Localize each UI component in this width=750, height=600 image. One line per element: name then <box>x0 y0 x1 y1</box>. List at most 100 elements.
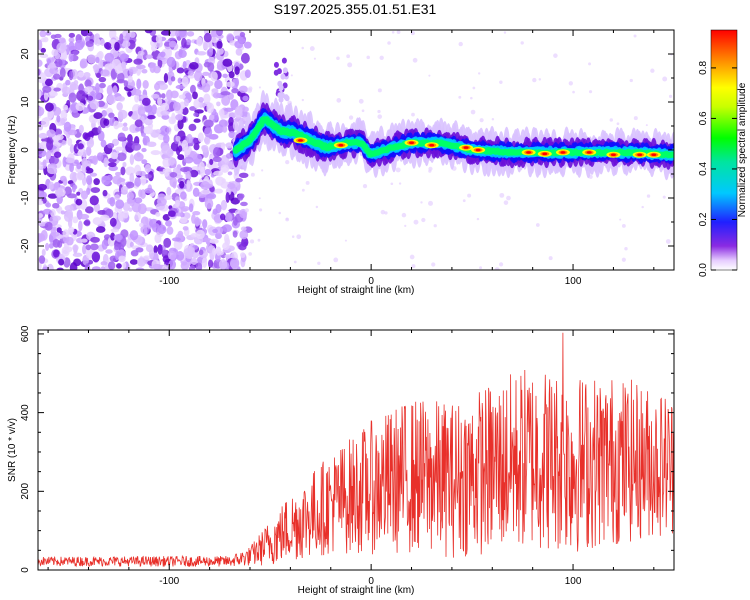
noise-blob <box>156 196 167 207</box>
noise-blob <box>164 171 170 177</box>
noise-blob <box>129 172 135 184</box>
noise-blob <box>165 89 173 101</box>
noise-blob <box>220 91 231 96</box>
noise-blob <box>69 262 78 270</box>
noise-blob <box>305 180 310 185</box>
noise-blob <box>201 82 211 93</box>
noise-blob <box>41 248 46 257</box>
noise-blob <box>183 156 194 164</box>
spectrogram-plot-area <box>38 30 674 270</box>
noise-blob <box>60 109 68 120</box>
noise-blob <box>222 224 233 233</box>
noise-blob <box>80 190 89 200</box>
noise-blob <box>135 126 141 132</box>
noise-blob <box>230 257 240 269</box>
noise-blob <box>239 31 246 38</box>
noise-blob <box>110 228 120 233</box>
noise-blob <box>215 203 222 214</box>
noise-blob <box>53 151 62 158</box>
spectral-blob <box>672 151 674 157</box>
noise-blob <box>45 102 54 112</box>
noise-blob <box>113 120 120 130</box>
noise-blob <box>232 120 238 131</box>
spectral-peak <box>297 139 303 142</box>
noise-blob <box>82 244 87 255</box>
noise-blob <box>361 109 365 113</box>
noise-blob <box>46 139 54 151</box>
noise-blob <box>175 251 185 261</box>
noise-blob <box>90 90 96 96</box>
noise-blob <box>165 220 173 227</box>
noise-blob <box>126 181 135 189</box>
noise-blob <box>129 199 135 207</box>
noise-blob <box>38 147 43 155</box>
noise-blob <box>119 53 129 62</box>
noise-blob <box>243 41 252 49</box>
colorbar-tick-label: 0.6 <box>698 111 709 125</box>
noise-blob <box>164 194 173 201</box>
noise-blob <box>100 214 110 221</box>
noise-blob <box>178 94 186 99</box>
noise-blob <box>44 78 53 87</box>
noise-blob <box>145 54 153 59</box>
noise-blob <box>141 97 151 106</box>
noise-blob <box>121 40 131 48</box>
noise-blob <box>225 81 235 88</box>
noise-blob <box>72 50 79 56</box>
noise-blob <box>458 95 462 99</box>
noise-blob <box>186 179 191 190</box>
noise-blob <box>228 116 234 126</box>
y-tick-label: 0 <box>20 147 31 153</box>
noise-blob <box>143 225 148 237</box>
noise-blob <box>222 73 228 79</box>
colorbar-label: Normalized spectral amplitude <box>737 82 748 217</box>
noise-blob <box>420 201 423 204</box>
spectral-blob <box>273 61 279 68</box>
noise-blob <box>404 224 407 227</box>
noise-blob <box>380 209 386 215</box>
noise-blob <box>190 257 198 266</box>
noise-blob <box>150 44 158 52</box>
noise-blob <box>93 33 98 45</box>
noise-blob <box>213 170 224 177</box>
noise-blob <box>235 177 243 183</box>
noise-blob <box>139 222 144 228</box>
noise-blob <box>239 85 248 94</box>
noise-blob <box>185 170 192 181</box>
noise-blob <box>45 150 52 160</box>
spectral-peak <box>637 153 643 157</box>
noise-blob <box>122 161 127 168</box>
spectrogram-xlabel: Height of straight line (km) <box>298 285 415 296</box>
noise-blob <box>109 196 116 207</box>
noise-blob <box>202 71 210 77</box>
spectral-blob <box>281 57 287 64</box>
noise-blob <box>67 129 78 136</box>
noise-blob <box>164 258 170 266</box>
noise-blob <box>117 109 128 120</box>
noise-blob <box>108 112 115 119</box>
colorbar-ticks: 0.0 0.2 0.4 0.6 0.8 <box>698 61 737 277</box>
noise-blob <box>114 194 120 201</box>
noise-blob <box>129 68 134 76</box>
x-tick-label: -100 <box>159 276 179 287</box>
noise-blob <box>84 86 94 93</box>
noise-blob <box>216 40 223 49</box>
noise-blob <box>147 114 156 120</box>
noise-blob <box>114 171 122 176</box>
noise-blob <box>87 95 94 101</box>
noise-blob <box>152 263 162 270</box>
noise-blob <box>59 67 66 79</box>
noise-blob <box>646 194 651 198</box>
noise-blob <box>49 67 59 75</box>
noise-blob <box>169 171 178 178</box>
colorbar-gradient <box>710 29 738 271</box>
noise-blob <box>45 242 50 251</box>
noise-blob <box>60 175 67 182</box>
spectral-peak <box>429 143 435 147</box>
noise-blob <box>52 73 61 80</box>
noise-blob <box>155 129 162 134</box>
noise-blob <box>242 95 249 102</box>
noise-blob <box>192 91 198 100</box>
noise-blob <box>93 178 100 186</box>
noise-blob <box>117 211 124 222</box>
